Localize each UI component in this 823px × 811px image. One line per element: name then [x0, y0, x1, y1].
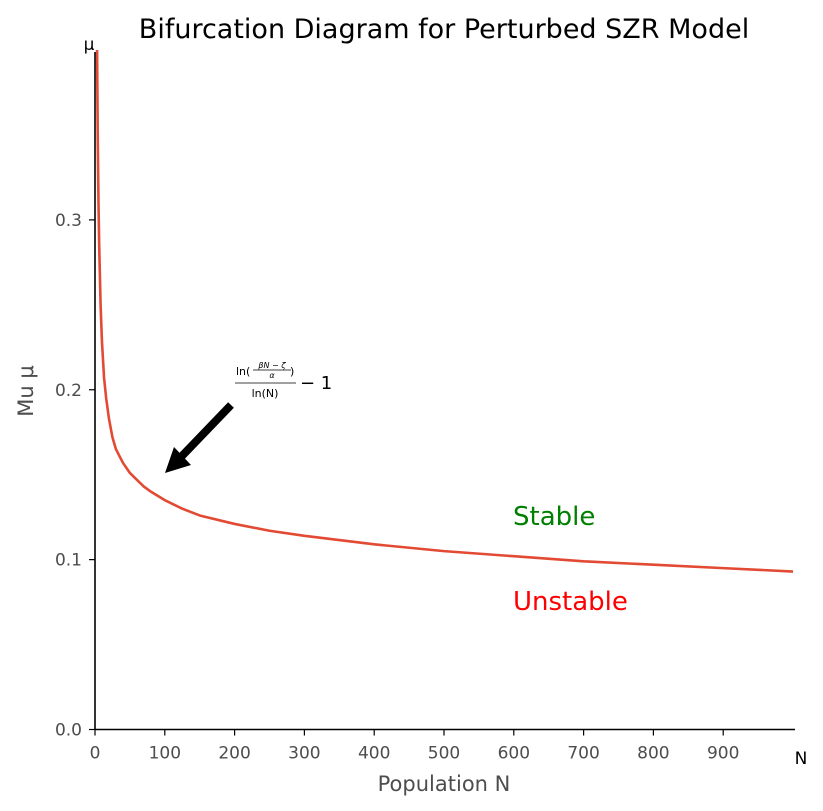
chart-title: Bifurcation Diagram for Perturbed SZR Mo…	[139, 14, 749, 45]
y-tick-label: 0.2	[55, 381, 82, 401]
x-tick-label: 600	[498, 744, 530, 764]
x-tick-label: 0	[90, 744, 101, 764]
x-tick-label: 700	[567, 744, 599, 764]
x-tick-label: 500	[428, 744, 460, 764]
formula-inner-denominator: α	[269, 371, 275, 380]
x-axis-end-label: N	[795, 749, 808, 769]
formula-ln: ln(	[236, 365, 250, 378]
stable-label: Stable	[513, 502, 595, 532]
x-tick-label: 400	[358, 744, 390, 764]
y-axis-label: Mu μ	[14, 365, 38, 416]
x-tick-label: 200	[218, 744, 250, 764]
y-tick-label: 0.0	[55, 721, 82, 741]
formula-annotation: ln( βN − ζ α ) ln(N) − 1	[235, 361, 332, 400]
arrow-head	[165, 447, 191, 473]
plot-series	[95, 49, 794, 573]
series-line-0	[95, 49, 794, 573]
y-tick-label: 0.1	[55, 551, 82, 571]
y-tick-label: 0.3	[55, 211, 82, 231]
annotation-arrow	[165, 402, 234, 473]
formula-suffix: − 1	[300, 373, 332, 394]
x-tick-label: 900	[707, 744, 739, 764]
formula-close: )	[290, 365, 294, 378]
x-axis-label: Population N	[378, 772, 511, 796]
x-tick-label: 300	[288, 744, 320, 764]
x-tick-label: 100	[149, 744, 181, 764]
y-axis-end-label: μ	[84, 35, 95, 55]
unstable-label: Unstable	[513, 587, 628, 617]
formula-denominator: ln(N)	[252, 387, 279, 400]
arrow-shaft	[178, 402, 234, 460]
x-ticks: 0 100 200 300 400 500 600 700 800 900	[90, 729, 739, 764]
x-tick-label: 800	[637, 744, 669, 764]
y-ticks: 0.0 0.1 0.2 0.3	[55, 211, 95, 741]
formula-inner-numerator: βN − ζ	[257, 361, 286, 370]
